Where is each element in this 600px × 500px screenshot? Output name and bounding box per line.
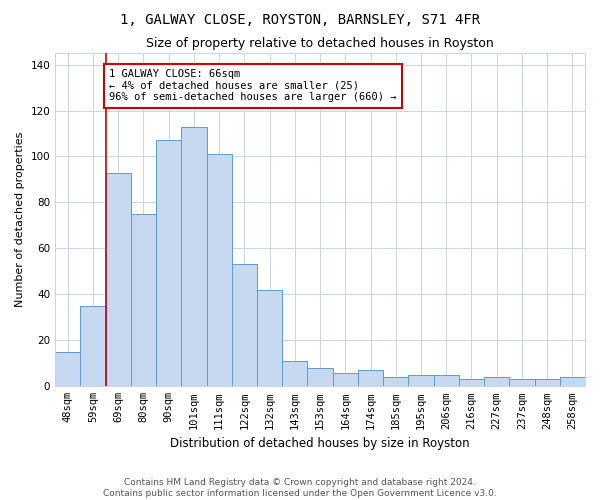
Bar [358, 370, 383, 386]
Bar [434, 375, 459, 386]
Bar [55, 352, 80, 386]
Bar [307, 368, 332, 386]
Bar [409, 375, 434, 386]
Text: Contains HM Land Registry data © Crown copyright and database right 2024.
Contai: Contains HM Land Registry data © Crown c… [103, 478, 497, 498]
Bar [332, 372, 358, 386]
Bar [459, 380, 484, 386]
Bar [560, 377, 585, 386]
Bar [282, 361, 307, 386]
Bar [232, 264, 257, 386]
Bar [383, 377, 409, 386]
Bar [131, 214, 156, 386]
Title: Size of property relative to detached houses in Royston: Size of property relative to detached ho… [146, 38, 494, 51]
Bar [257, 290, 282, 386]
Bar [80, 306, 106, 386]
X-axis label: Distribution of detached houses by size in Royston: Distribution of detached houses by size … [170, 437, 470, 450]
Y-axis label: Number of detached properties: Number of detached properties [15, 132, 25, 308]
Bar [206, 154, 232, 386]
Bar [181, 126, 206, 386]
Text: 1 GALWAY CLOSE: 66sqm
← 4% of detached houses are smaller (25)
96% of semi-detac: 1 GALWAY CLOSE: 66sqm ← 4% of detached h… [109, 69, 397, 102]
Bar [106, 172, 131, 386]
Bar [535, 380, 560, 386]
Text: 1, GALWAY CLOSE, ROYSTON, BARNSLEY, S71 4FR: 1, GALWAY CLOSE, ROYSTON, BARNSLEY, S71 … [120, 12, 480, 26]
Bar [156, 140, 181, 386]
Bar [509, 380, 535, 386]
Bar [484, 377, 509, 386]
